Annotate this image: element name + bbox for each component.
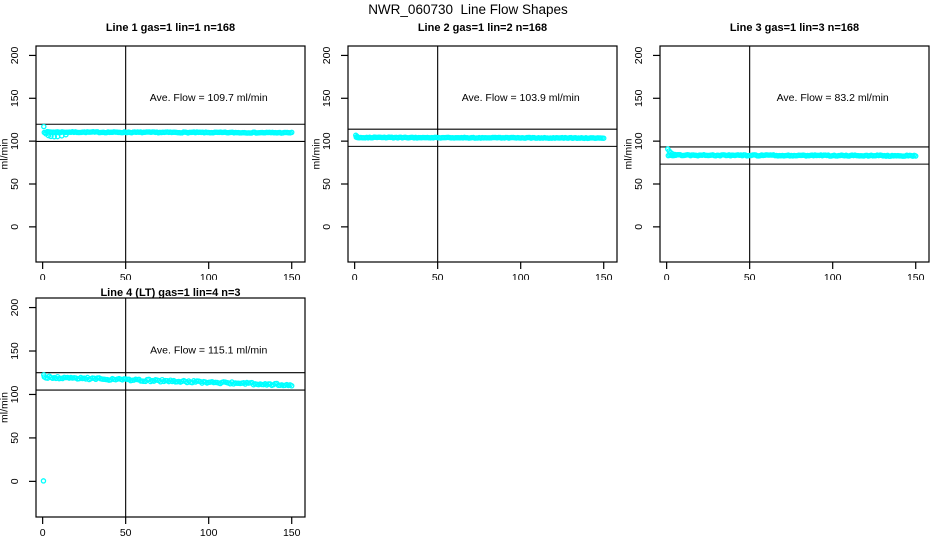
y-tick-label: 200 [321,47,333,65]
panel-title: Line 4 (LT) gas=1 lin=4 n=3 [100,287,240,299]
y-axis-label: ml/min [312,138,323,169]
y-tick-label: 50 [321,178,333,190]
panel-title: Line 2 gas=1 lin=2 n=168 [418,22,547,34]
plot-box [659,45,930,263]
data-point [41,123,47,130]
x-tick-label: 150 [283,527,301,539]
data-points [41,123,295,140]
panel-svg-line-2: Line 2 gas=1 lin=2 n=168 0 50 100 150 200 ml/m… [312,22,618,280]
y-tick-label: 50 [9,178,21,190]
y-tick-label: 0 [9,478,21,484]
data-point [288,383,295,389]
x-tick-label: 100 [512,272,530,280]
panel-svg-line-3: Line 3 gas=1 lin=3 n=168 0 50 100 150 200 ml/m… [624,22,930,280]
y-tick-label: 150 [9,89,21,107]
figure-title: NWR_060730 Line Flow Shapes [368,2,568,17]
y-axis-label: ml/min [624,138,635,169]
data-point [48,133,54,140]
x-tick-label: 50 [120,272,132,280]
data-points [665,146,919,159]
data-point [54,133,61,140]
data-points [353,132,607,142]
avg-flow-annotation: Ave. Flow = 109.7 ml/min [150,92,268,104]
avg-flow-annotation: Ave. Flow = 103.9 ml/min [462,92,580,104]
data-point [672,151,678,158]
x-tick-label: 0 [40,272,46,280]
x-tick-label: 50 [120,527,132,539]
y-tick-label: 100 [9,132,21,150]
y-axis-label: ml/min [0,138,11,169]
panel-svg-line-4: Line 4 (LT) gas=1 lin=4 n=3 0 50 100 150 200 m… [0,287,306,539]
y-tick-label: 50 [633,178,645,190]
data-point [63,131,69,138]
y-tick-label: 200 [9,47,21,65]
data-point [669,151,676,157]
y-tick-label: 150 [9,342,21,360]
panel-title: Line 1 gas=1 lin=1 n=168 [106,22,235,34]
y-tick-label: 50 [9,432,21,444]
plot-box [347,45,618,263]
y-tick-label: 0 [321,224,333,230]
x-tick-label: 150 [595,272,613,280]
data-point [45,132,52,139]
y-tick-label: 150 [633,89,645,107]
data-points [40,372,295,484]
x-tick-label: 100 [824,272,842,280]
x-tick-label: 0 [40,527,46,539]
data-point [912,153,919,159]
x-tick-label: 0 [664,272,670,280]
x-tick-label: 150 [283,272,301,280]
data-point [40,478,47,484]
y-tick-label: 0 [633,224,645,230]
data-point [354,133,360,140]
panel-title: Line 3 gas=1 lin=3 n=168 [730,22,859,34]
data-point [41,372,47,378]
y-tick-label: 100 [321,132,333,150]
y-tick-label: 100 [633,132,645,150]
data-point [51,133,58,140]
panel-line-4: Line 4 (LT) gas=1 lin=4 n=3 0 50 100 150 200 m… [0,280,312,540]
y-tick-label: 200 [9,299,21,317]
data-point [600,135,607,141]
avg-flow-annotation: Ave. Flow = 115.1 ml/min [150,345,267,357]
avg-flow-annotation: Ave. Flow = 83.2 ml/min [777,92,889,104]
plot-box [35,45,306,263]
y-tick-label: 200 [633,47,645,65]
panel-line-2: Line 2 gas=1 lin=2 n=168 0 50 100 150 200 ml/m… [312,18,624,280]
x-tick-label: 50 [744,272,756,280]
y-tick-label: 100 [9,386,21,404]
panel-line-3: Line 3 gas=1 lin=3 n=168 0 50 100 150 200 ml/m… [624,18,936,280]
y-tick-label: 0 [9,224,21,230]
panel-svg-line-1: Line 1 gas=1 lin=1 n=168 0 50 100 150 200 ml/m… [0,22,306,280]
y-axis-label: ml/min [0,392,11,423]
plot-box [35,297,306,518]
x-tick-label: 100 [200,272,218,280]
panel-line-1: Line 1 gas=1 lin=1 n=168 0 50 100 150 200 ml/m… [0,18,312,280]
x-tick-label: 0 [352,272,358,280]
x-tick-label: 100 [200,527,218,539]
y-tick-label: 150 [321,89,333,107]
x-tick-label: 150 [907,272,925,280]
x-tick-label: 50 [432,272,444,280]
data-point [288,129,295,136]
